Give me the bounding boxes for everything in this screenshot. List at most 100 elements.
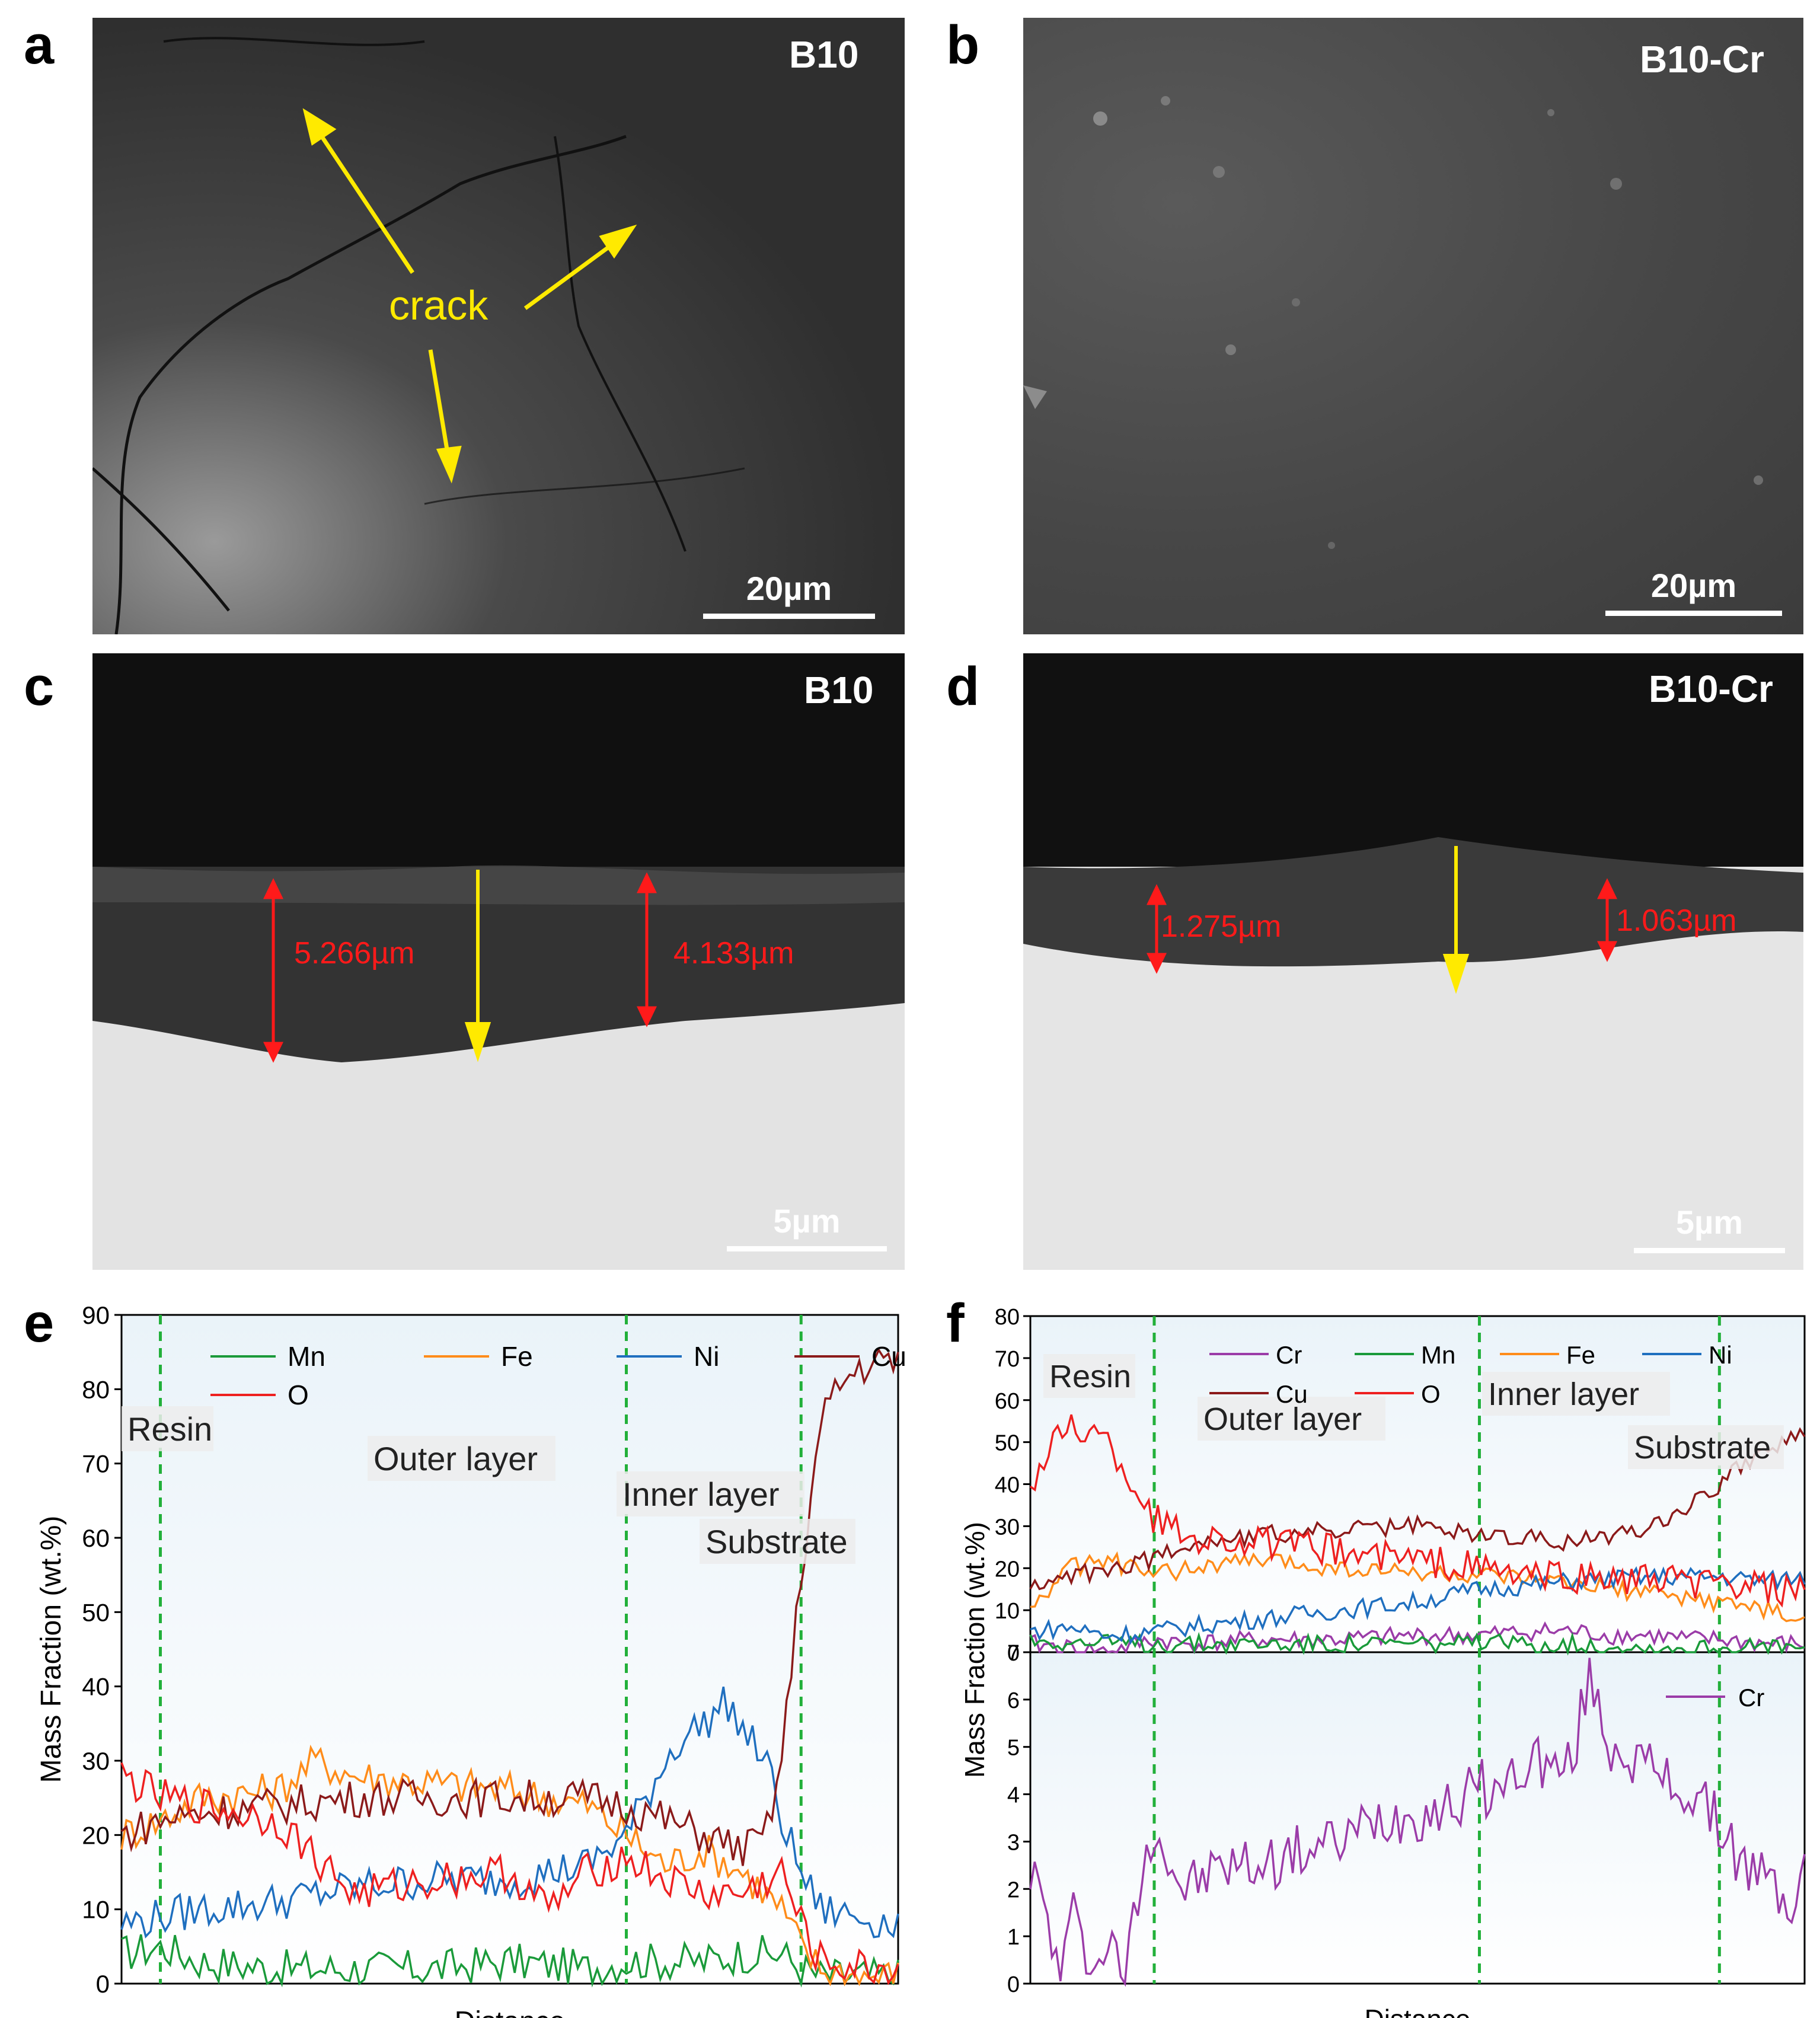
series-line-f-fe [1030, 1551, 1805, 1623]
y-tick-label-f-bottom: 7 [1007, 1641, 1020, 1666]
region-label-e-0: Resin [127, 1410, 212, 1448]
y-tick-label-f-bottom: 2 [1007, 1877, 1020, 1902]
legend-label-e-cu: Cu [871, 1341, 906, 1372]
region-label-bg-e [122, 1406, 213, 1451]
y-tick-label-f-top: 30 [995, 1515, 1020, 1540]
thickness-label-c-1: 5.266µm [294, 936, 415, 970]
region-label-f-2: Inner layer [1488, 1377, 1639, 1412]
series-line-f-ni [1030, 1566, 1806, 1645]
series-line-e-cu [120, 1348, 899, 1866]
scale-bar-c [727, 1246, 887, 1251]
plot-area-e [120, 1314, 899, 1985]
x-axis-label-e: Distance [455, 2006, 566, 2018]
series-line-e-o [120, 1762, 899, 1985]
y-tick-label-e: 20 [82, 1821, 110, 1849]
y-tick-label-e: 60 [82, 1524, 110, 1552]
panel-letter-d: d [946, 656, 980, 717]
y-tick-label-f-top: 60 [995, 1389, 1020, 1414]
region-label-bg-f [1198, 1397, 1385, 1441]
crack-lines [92, 37, 745, 634]
region-label-bg-e [617, 1471, 804, 1516]
sem-image-b10-cross-section: 5.266µm 4.133µm B10 5µm [92, 653, 905, 1270]
panel-letter-b: b [946, 15, 980, 75]
legend-label-f-cu: Cu [1276, 1380, 1308, 1408]
legend-label-e-o: O [288, 1380, 309, 1410]
scale-bar-d [1634, 1248, 1785, 1253]
y-tick-label-f-top: 0 [1007, 1641, 1020, 1666]
scale-bar-a [703, 614, 875, 619]
y-tick-label-f-bottom: 0 [1007, 1972, 1020, 1997]
legend-label-f-mn: Mn [1421, 1341, 1455, 1369]
y-tick-label-f-bottom: 3 [1007, 1830, 1020, 1855]
plot-area-f-top [1029, 1315, 1806, 1653]
region-label-e-3: Substrate [705, 1523, 848, 1560]
thickness-label-d-1: 1.275µm [1161, 909, 1282, 944]
legend-label-f-cr: Cr [1276, 1341, 1302, 1369]
series-line-e-mn [121, 1934, 899, 1988]
series-line-f-bottom-cr [1029, 1658, 1806, 1987]
legend-label-f-o: O [1421, 1380, 1441, 1408]
surface-particles [1023, 96, 1763, 549]
scale-bar-b [1605, 611, 1782, 616]
y-axis-label-f: Mass Fraction (wt.%) [959, 1522, 990, 1778]
region-label-e-2: Inner layer [622, 1476, 780, 1513]
y-tick-label-f-top: 10 [995, 1599, 1020, 1624]
chart-f: 0 10 20 30 40 50 60 70 80 0 1 2 3 4 5 6 7 Resin Outer laye… [959, 1305, 1806, 2018]
scale-label-d: 5µm [1675, 1203, 1744, 1241]
y-tick-label-f-bottom: 4 [1007, 1783, 1020, 1808]
region-label-bg-f [1043, 1354, 1135, 1398]
legend-label-e-ni: Ni [694, 1341, 719, 1372]
y-tick-label-e: 80 [82, 1375, 110, 1403]
region-label-e-1: Outer layer [373, 1440, 538, 1477]
sem-image-b10cr-cross-section: 1.275µm 1.063µm B10-Cr 5µm [1023, 653, 1803, 1270]
sample-label-a: B10 [789, 33, 859, 76]
plot-area-f-bottom [1029, 1651, 1806, 1985]
series-line-e-ni [120, 1686, 899, 1939]
panel-letter-e: e [24, 1293, 55, 1353]
sample-label-d: B10-Cr [1649, 668, 1773, 710]
cross-section-layers-cr [1023, 653, 1803, 994]
scale-label-b: 20µm [1650, 567, 1737, 604]
panel-letter-c: c [24, 656, 55, 717]
thickness-label-c-2: 4.133µm [673, 936, 794, 970]
region-label-bg-e [700, 1519, 855, 1564]
thickness-label-d-2: 1.063µm [1616, 903, 1737, 938]
region-label-bg-f [1628, 1425, 1784, 1469]
chart-e: 0 10 20 30 40 50 60 70 80 90 Resin Outer layer Inner… [36, 1301, 906, 2018]
y-tick-label-e: 10 [82, 1896, 110, 1924]
y-tick-label-f-top: 70 [995, 1347, 1020, 1372]
panel-letter-a: a [24, 15, 55, 75]
y-tick-label-e: 30 [82, 1747, 110, 1775]
y-tick-label-e: 0 [96, 1970, 110, 1998]
y-tick-label-f-bottom: 1 [1007, 1925, 1020, 1950]
series-line-f-o [1029, 1414, 1806, 1608]
legend-label-f-bottom-cr: Cr [1738, 1684, 1764, 1712]
sample-label-b: B10-Cr [1640, 38, 1764, 81]
x-axis-label-f: Distance [1365, 2004, 1471, 2018]
y-tick-label-f-top: 40 [995, 1473, 1020, 1498]
legend-label-f-fe: Fe [1566, 1341, 1595, 1369]
series-line-f-mn [1029, 1631, 1805, 1656]
y-tick-label-f-top: 20 [995, 1557, 1020, 1582]
crack-annotation: crack [389, 282, 488, 328]
scale-label-c: 5µm [773, 1202, 841, 1240]
region-label-f-3: Substrate [1634, 1430, 1771, 1465]
y-axis-label-e: Mass Fraction (wt.%) [36, 1516, 67, 1783]
y-tick-label-f-top: 80 [995, 1305, 1020, 1330]
region-label-bg-f [1482, 1372, 1670, 1416]
region-label-f-0: Resin [1049, 1359, 1131, 1394]
scale-label-a: 20µm [746, 570, 832, 607]
sample-label-c: B10 [804, 669, 874, 711]
y-tick-label-e: 40 [82, 1673, 110, 1701]
legend-label-f-ni: Ni [1709, 1341, 1732, 1369]
sem-image-b10cr-surface: B10-Cr 20µm [1023, 18, 1803, 634]
y-tick-label-f-bottom: 6 [1007, 1688, 1020, 1713]
series-line-f-cu [1029, 1427, 1806, 1591]
y-tick-label-e: 90 [82, 1301, 110, 1329]
y-tick-label-f-bottom: 5 [1007, 1736, 1020, 1761]
legend-label-e-mn: Mn [288, 1341, 325, 1372]
y-tick-label-e: 50 [82, 1598, 110, 1626]
region-label-f-1: Outer layer [1203, 1401, 1362, 1437]
sem-image-b10-surface: crack B10 20µm [92, 18, 905, 634]
legend-label-e-fe: Fe [501, 1341, 533, 1372]
